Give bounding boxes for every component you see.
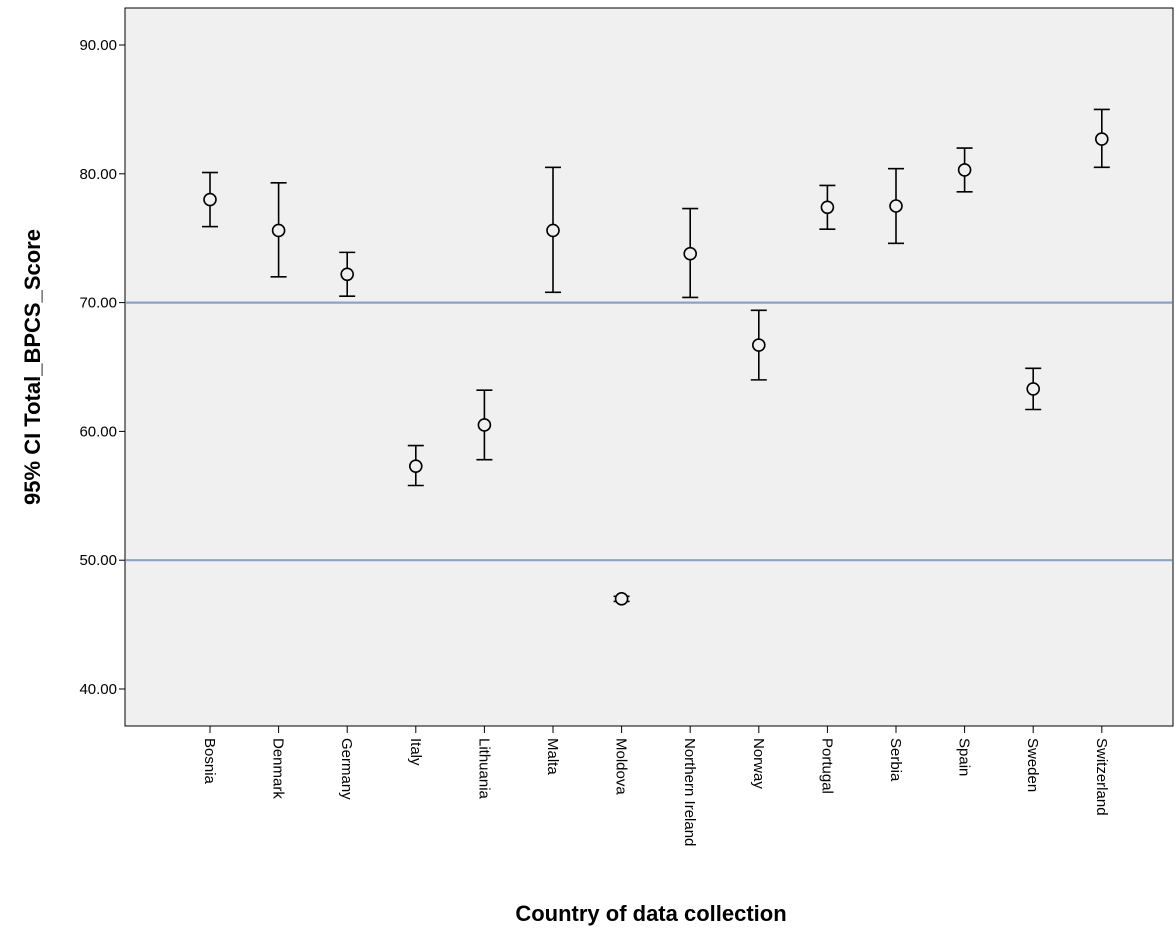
mean-marker [477,418,492,432]
x-tick-label: Portugal [818,738,835,794]
mean-marker [1095,132,1109,146]
y-tick-label: 80.00 [79,166,117,183]
error-bar-lithuania [476,389,493,461]
reference-lines [126,301,1172,562]
mean-marker [408,459,423,473]
x-tick-label: Northern Ireland [681,738,698,846]
mean-marker [546,223,560,238]
mean-marker [614,592,629,606]
mean-marker [1026,382,1040,396]
x-tick-label: Serbia [887,738,904,782]
error-bars [202,108,1110,606]
x-tick-label: Lithuania [475,738,492,800]
x-tick-label: Moldova [613,738,630,795]
mean-marker [751,338,766,352]
x-tick-label: Spain [956,738,973,776]
y-tick-label: 60.00 [79,423,117,440]
y-axis-label: 95% CI Total_BPCS_Score [20,229,45,505]
error-bar-northern-ireland [682,207,699,299]
y-tick-label: 70.00 [79,295,117,312]
x-tick-label: Switzerland [1093,738,1110,816]
y-axis: 40.00 50.00 60.00 70.00 80.00 90.00 [79,37,125,698]
x-tick-label: Norway [750,738,767,789]
mean-marker [340,267,355,282]
mean-marker [203,192,217,207]
x-axis: Bosnia Denmark Germany Italy Lithuania Malta M… [201,726,1110,846]
x-tick-label: Germany [338,738,355,800]
mean-marker [820,200,835,215]
error-bar-spain [956,147,973,193]
x-tick-label: Denmark [270,738,287,799]
error-bar-norway [750,309,767,381]
x-tick-label: Malta [544,738,561,775]
plot-area [124,7,1174,727]
mean-marker [957,163,972,177]
x-tick-label: Italy [407,738,424,766]
error-bar-portugal [819,184,836,230]
error-bar-sweden [1025,367,1042,411]
x-tick-label: Sweden [1024,738,1041,792]
y-tick-label: 90.00 [79,37,117,54]
error-bar-bosnia [202,171,218,228]
mean-marker [271,223,286,238]
x-axis-label: Country of data collection [515,901,786,926]
error-bar-italy [407,444,424,487]
x-tick-label: Bosnia [201,738,218,785]
error-bar-switzerland [1093,108,1110,169]
error-bar-malta [545,166,561,294]
y-tick-label: 40.00 [79,681,117,698]
mean-marker [683,246,698,261]
error-bar-denmark [270,182,287,278]
mean-marker [889,199,903,213]
error-bar-germany [339,251,356,297]
error-bar-serbia [888,167,904,245]
error-bar-moldova [613,592,630,606]
y-tick-label: 50.00 [79,552,117,569]
